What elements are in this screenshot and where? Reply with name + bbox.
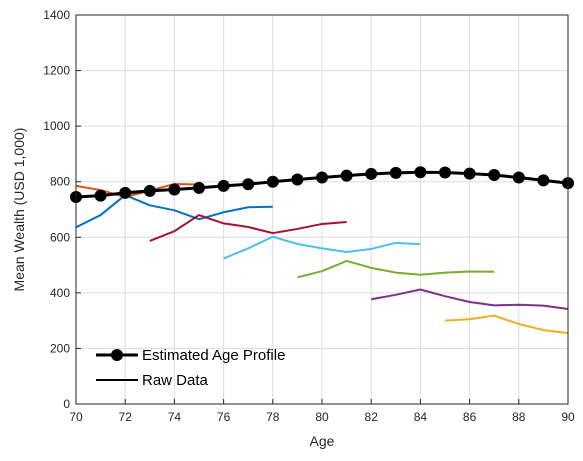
x-tick-label: 82 bbox=[365, 410, 379, 424]
estimated-age-profile-marker bbox=[193, 181, 205, 194]
x-axis-label: Age bbox=[310, 433, 335, 449]
y-axis-label: Mean Wealth (USD 1,000) bbox=[11, 128, 27, 292]
estimated-age-profile-marker bbox=[242, 178, 255, 191]
series-layer bbox=[70, 166, 574, 335]
estimated-age-profile-marker bbox=[389, 166, 402, 179]
estimated-age-profile-marker bbox=[119, 186, 132, 199]
y-tick-label: 1000 bbox=[43, 119, 70, 133]
estimated-age-profile-marker bbox=[488, 169, 501, 182]
estimated-age-profile-marker bbox=[414, 166, 427, 179]
estimated-age-profile-marker bbox=[439, 166, 451, 179]
raw-data-cohort-line bbox=[75, 194, 273, 229]
estimated-age-profile-marker bbox=[94, 189, 107, 202]
estimated-age-profile-marker bbox=[316, 171, 328, 184]
y-tick-label: 0 bbox=[63, 397, 70, 411]
raw-data-cohort-line bbox=[444, 314, 569, 335]
x-tick-label: 74 bbox=[168, 410, 182, 424]
grid bbox=[76, 15, 568, 404]
x-tick-label: 88 bbox=[512, 410, 526, 424]
legend-entry-raw-data: Raw Data bbox=[142, 372, 209, 389]
estimated-age-profile-marker bbox=[217, 179, 230, 192]
estimated-age-profile-marker bbox=[512, 171, 525, 184]
estimated-age-profile-marker bbox=[168, 183, 181, 196]
raw-data-cohort-line bbox=[149, 214, 347, 242]
y-tick-label: 200 bbox=[50, 341, 70, 355]
raw-data-cohort-line bbox=[371, 288, 569, 310]
x-tick-label: 70 bbox=[69, 410, 83, 424]
x-tick-label: 78 bbox=[266, 410, 280, 424]
y-tick-label: 600 bbox=[50, 230, 70, 244]
y-tick-label: 1400 bbox=[43, 8, 70, 22]
legend: Estimated Age Profile Raw Data bbox=[96, 347, 285, 389]
axes: 70 72 74 76 78 80 82 84 86 88 90 0 200 400 600 800 1000 1… bbox=[43, 8, 575, 424]
legend-profile-swatch-marker bbox=[111, 349, 123, 361]
x-tick-label: 90 bbox=[561, 410, 575, 424]
estimated-age-profile-marker bbox=[365, 167, 378, 180]
x-tick-label: 80 bbox=[315, 410, 329, 424]
x-tick-label: 72 bbox=[119, 410, 133, 424]
raw-data-cohort-line bbox=[75, 182, 200, 198]
raw-data-cohort-line bbox=[297, 259, 495, 279]
estimated-age-profile-marker bbox=[266, 175, 279, 188]
x-tick-label: 76 bbox=[217, 410, 231, 424]
legend-entry-estimated-age-profile: Estimated Age Profile bbox=[142, 347, 285, 364]
estimated-age-profile-marker bbox=[143, 184, 156, 197]
x-tick-label: 86 bbox=[463, 410, 477, 424]
estimated-age-profile-marker bbox=[340, 169, 353, 182]
raw-data-cohort-line bbox=[223, 235, 421, 260]
y-tick-label: 1200 bbox=[43, 64, 70, 78]
y-tick-label: 800 bbox=[50, 175, 70, 189]
y-tick-label: 400 bbox=[50, 286, 70, 300]
x-tick-label: 84 bbox=[414, 410, 428, 424]
estimated-age-profile-marker bbox=[463, 167, 476, 180]
estimated-age-profile-marker bbox=[537, 174, 550, 187]
estimated-age-profile-marker bbox=[291, 173, 304, 186]
